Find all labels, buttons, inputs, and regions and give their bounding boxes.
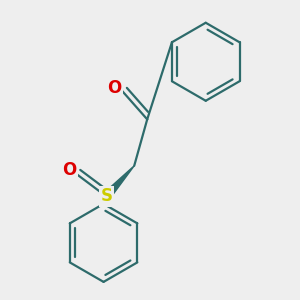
Text: O: O bbox=[62, 160, 76, 178]
Polygon shape bbox=[103, 166, 134, 199]
Text: S: S bbox=[100, 188, 112, 206]
Text: O: O bbox=[108, 79, 122, 97]
